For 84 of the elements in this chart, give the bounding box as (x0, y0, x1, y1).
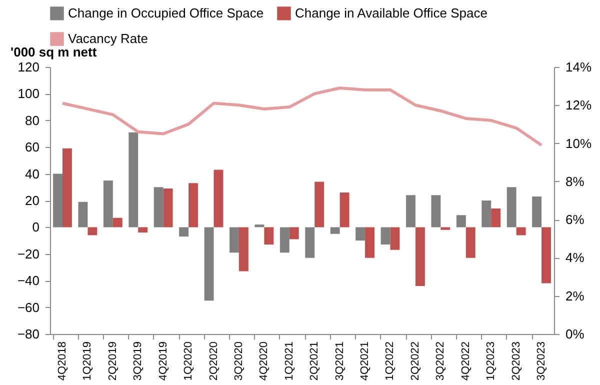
y-tick-label: −40 (17, 273, 40, 288)
x-tick-label: 4Q2020 (258, 342, 270, 381)
bar (314, 182, 324, 228)
y2-tick-label: 8% (566, 174, 585, 189)
x-tick-label: 2Q2019 (106, 342, 119, 381)
x-tick-label: 1Q2022 (384, 342, 396, 381)
x-tick-label: 2Q2020 (208, 342, 220, 381)
bar (456, 215, 466, 228)
x-tick-label: 4Q2022 (460, 342, 472, 381)
y-tick-label: 0 (32, 220, 40, 235)
bar (214, 170, 224, 228)
bar (78, 202, 88, 228)
y2-tick-label: 12% (566, 98, 592, 113)
bar (390, 227, 400, 250)
x-tick-label: 3Q2021 (334, 342, 346, 381)
bar (340, 192, 350, 228)
bar (53, 174, 62, 228)
x-tick-label: 4Q2021 (359, 342, 372, 381)
bar (440, 227, 450, 230)
bar (88, 227, 98, 236)
bar (431, 195, 441, 228)
x-tick-label: 3Q2020 (232, 342, 245, 381)
x-tick-label: 1Q2023 (485, 342, 498, 381)
x-tick-label: 1Q2020 (182, 342, 195, 381)
y2-tick-label: 2% (566, 288, 585, 304)
legend-label: Change in Available Office Space (295, 5, 488, 20)
y2-tick-label: 4% (566, 250, 585, 266)
y-tick-label: −60 (17, 300, 40, 315)
bar (466, 227, 476, 258)
y2-tick-label: 10% (566, 136, 592, 151)
x-tick-label: 2Q2022 (409, 342, 422, 381)
y-tick-label: 20 (25, 193, 40, 208)
x-tick-label: 3Q2019 (132, 342, 144, 381)
y-axis-title: '000 sq m nett (10, 44, 98, 60)
bar (305, 227, 315, 258)
y2-tick-label: 14% (566, 60, 592, 74)
bar (204, 227, 214, 301)
bar (254, 224, 264, 228)
bar (506, 187, 516, 228)
bar (230, 227, 239, 253)
y-tick-label: −20 (17, 246, 40, 262)
bar (491, 208, 501, 228)
x-tick-label: 1Q2019 (82, 342, 94, 381)
x-tick-label: 3Q2022 (434, 342, 447, 381)
x-tick-label: 1Q2021 (283, 342, 296, 381)
x-tick-label: 4Q2018 (56, 342, 68, 381)
y2-tick-label: 0% (566, 326, 585, 342)
bar (138, 227, 148, 233)
y-tick-label: 80 (25, 112, 40, 128)
bar (280, 227, 290, 253)
bar (128, 132, 138, 228)
y-tick-label: 60 (25, 140, 40, 155)
x-tick-label: 4Q2019 (157, 342, 170, 381)
y2-tick-label: 6% (566, 212, 585, 228)
bar (380, 227, 390, 245)
bar (163, 188, 173, 228)
legend-label: Vacancy Rate (68, 31, 148, 46)
bar (516, 227, 526, 236)
bar (154, 187, 164, 228)
y-tick-label: −80 (17, 326, 40, 342)
bar (406, 195, 416, 228)
bar (330, 227, 340, 234)
legend-label: Change in Occupied Office Space (68, 5, 264, 20)
bar (365, 227, 374, 258)
y-tick-label: 100 (18, 86, 40, 102)
x-tick-label: 3Q2023 (536, 342, 548, 381)
bar (112, 218, 122, 228)
bar (532, 196, 542, 228)
bar (103, 180, 113, 228)
bar (356, 227, 366, 241)
bar (415, 227, 425, 286)
bar (289, 227, 299, 240)
bar (238, 227, 248, 272)
x-tick-label: 2Q2023 (510, 342, 522, 381)
y-tick-label: 120 (18, 60, 40, 74)
x-tick-label: 2Q2021 (308, 342, 321, 381)
line-series (60, 86, 544, 147)
y-tick-label: 40 (25, 166, 40, 182)
bar (542, 227, 551, 284)
bar (264, 227, 274, 245)
bar (188, 183, 198, 228)
bar (482, 200, 492, 228)
bar (62, 148, 72, 228)
bar (179, 227, 189, 237)
